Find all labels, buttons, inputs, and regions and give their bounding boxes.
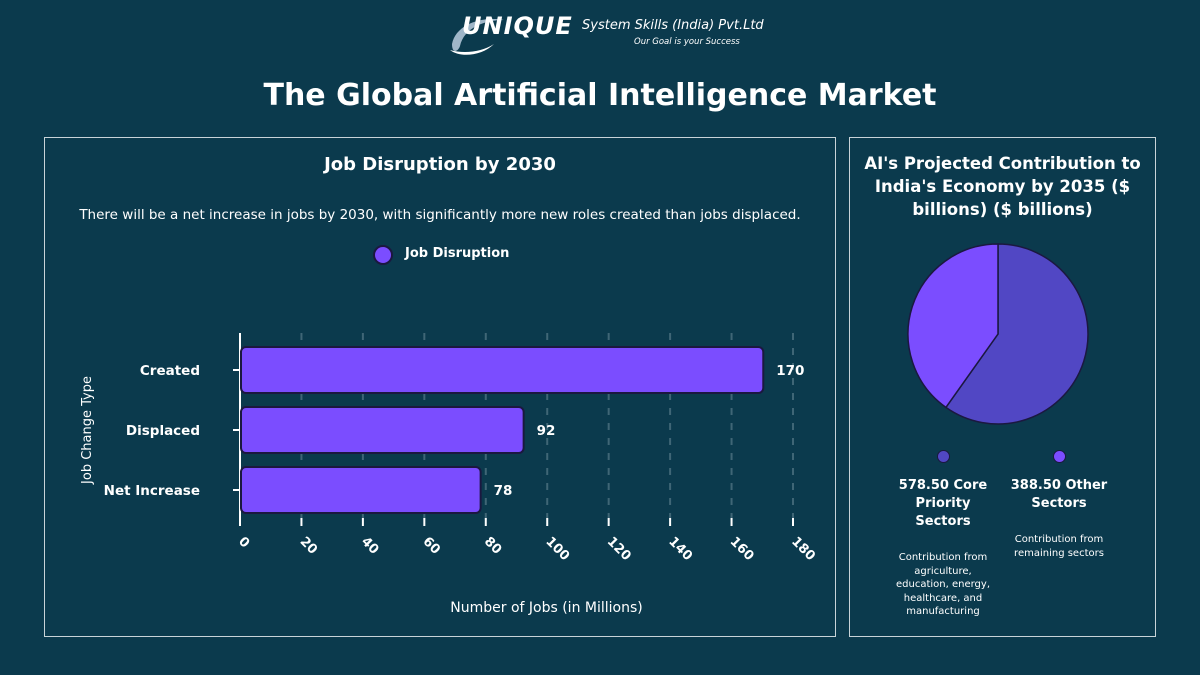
y-axis-title: Job Change Type: [80, 376, 95, 485]
pie-legend-desc-other: Contribution from remaining sectors: [1014, 534, 1104, 559]
category-label: Displaced: [126, 423, 200, 439]
bar-chart-title: Job Disruption by 2030: [324, 154, 556, 175]
pie-legend-label-core: 578.50 Core Priority Sectors: [898, 478, 988, 529]
pie-legend-dot-other: [1052, 450, 1066, 463]
pie-legend-label-other: 388.50 Other Sectors: [1010, 478, 1108, 511]
value-label: 78: [494, 483, 513, 499]
logo-tagline: Our Goal is your Success: [634, 37, 740, 47]
page-title: The Global Artificial Intelligence Marke…: [263, 78, 937, 113]
pie-chart: [907, 243, 1089, 425]
x-tick-label: 140: [665, 534, 695, 564]
pie-legend-desc-core: Contribution from agriculture, education…: [896, 552, 990, 617]
x-tick-label: 100: [542, 534, 572, 564]
legend-label: Job Disruption: [405, 246, 510, 261]
x-tick-label: 80: [481, 534, 504, 557]
value-label: 170: [776, 363, 804, 379]
x-tick-label: 160: [727, 534, 757, 564]
x-tick-label: 20: [297, 534, 320, 557]
value-label: 92: [537, 423, 556, 439]
job-disruption-panel: Job Disruption by 2030 There will be a n…: [44, 137, 836, 637]
x-tick-label: 40: [358, 534, 381, 557]
pie-legend-dot-core: [936, 450, 950, 463]
bar[interactable]: [240, 466, 482, 514]
x-tick-label: 180: [788, 534, 818, 564]
category-label: Net Increase: [104, 483, 200, 499]
x-tick-label: 120: [604, 534, 634, 564]
category-label: Created: [140, 363, 200, 379]
bar[interactable]: [240, 406, 525, 454]
pie-chart-title: AI's Projected Contribution to India's E…: [864, 154, 1141, 219]
x-axis-title: Number of Jobs (in Millions): [450, 600, 642, 616]
logo-brand-name: UNIQUE: [462, 12, 573, 40]
pie-legend-item-other[interactable]: 388.50 Other Sectors Contribution from r…: [1004, 450, 1114, 560]
pie-slice[interactable]: [907, 243, 999, 409]
logo-company-name: System Skills (India) Pvt.Ltd: [582, 18, 764, 33]
brand-logo: UNIQUE System Skills (India) Pvt.Ltd Our…: [448, 10, 768, 56]
bar[interactable]: [240, 346, 765, 394]
india-economy-panel: AI's Projected Contribution to India's E…: [849, 137, 1156, 637]
pie-legend-item-core[interactable]: 578.50 Core Priority Sectors Contributio…: [888, 450, 998, 619]
x-tick-label: 60: [420, 534, 443, 557]
legend-swatch: [373, 245, 393, 265]
logo-swoosh-icon: [450, 19, 504, 55]
bar-chart-subtitle: There will be a net increase in jobs by …: [79, 207, 801, 223]
pie-slice[interactable]: [944, 243, 1089, 425]
bar-chart: Created 170 Displaced 92 Net Increase 78 0 20 40…: [80, 333, 818, 616]
x-tick-label: 0: [235, 534, 252, 551]
